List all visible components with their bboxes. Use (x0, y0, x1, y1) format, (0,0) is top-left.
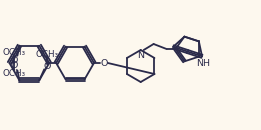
Text: OCH₃: OCH₃ (3, 48, 26, 57)
Text: OCH₃: OCH₃ (36, 50, 59, 59)
Text: NH: NH (196, 59, 210, 68)
Text: O: O (44, 62, 51, 71)
Text: O: O (11, 61, 18, 70)
Text: OCH₃: OCH₃ (3, 69, 26, 78)
Text: O: O (11, 56, 18, 65)
Text: O: O (100, 58, 108, 67)
Text: N: N (137, 50, 144, 60)
